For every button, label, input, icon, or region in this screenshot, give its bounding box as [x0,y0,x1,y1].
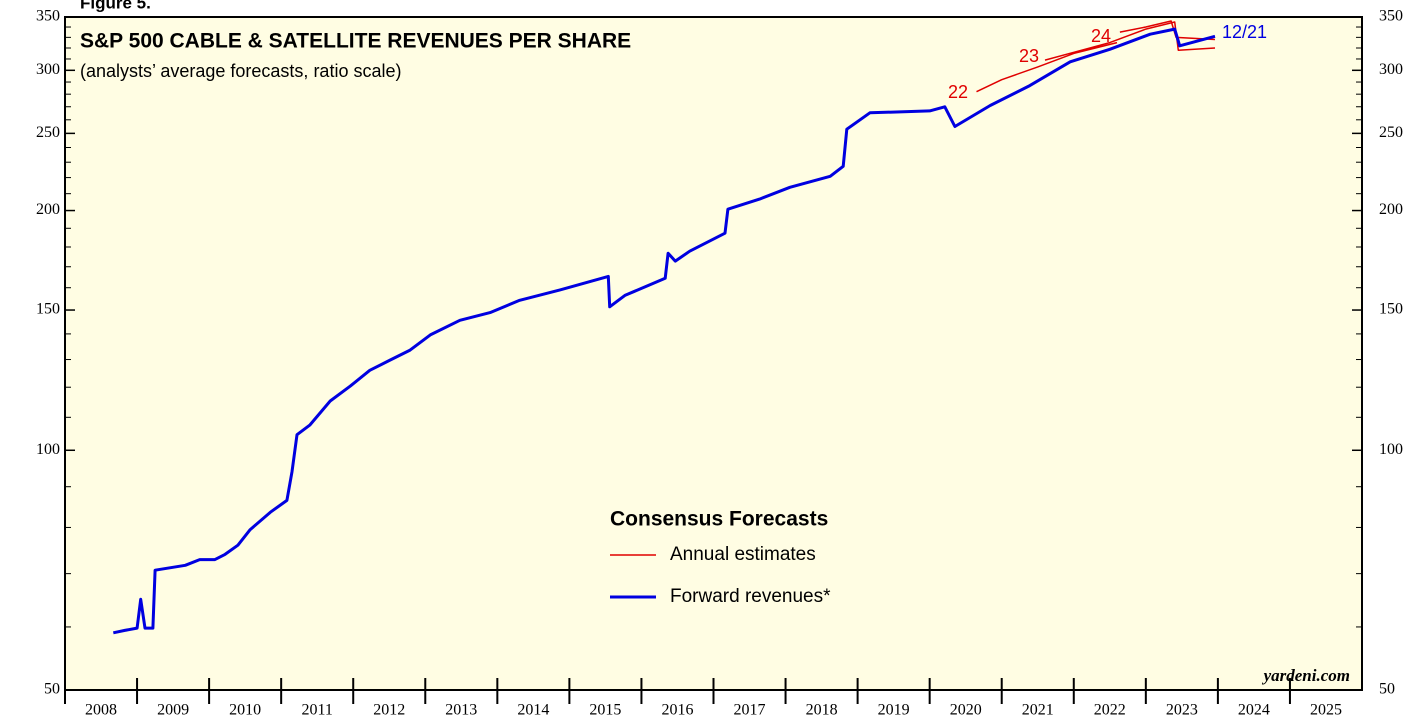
y-tick-label: 250 [36,124,60,141]
figure-label: Figure 5. [80,0,151,12]
x-tick-label: 2012 [373,702,405,719]
y2-tick-label: 300 [1379,61,1403,78]
chart-subtitle: (analysts’ average forecasts, ratio scal… [80,61,401,81]
y2-tick-label: 250 [1379,124,1403,141]
x-tick-label: 2016 [661,702,693,719]
y2-tick-label: 200 [1379,201,1403,218]
annotation: 23 [1019,46,1039,66]
annotation: 24 [1091,26,1111,46]
x-tick-label: 2010 [229,702,261,719]
series-line [976,20,1216,93]
y2-tick-label: 50 [1379,681,1395,698]
series-line [112,27,1216,635]
x-tick-label: 2018 [806,702,838,719]
legend-title: Consensus Forecasts [610,508,828,531]
y-tick-label: 300 [36,61,60,78]
chart-title: S&P 500 CABLE & SATELLITE REVENUES PER S… [80,30,631,53]
x-tick-label: 2023 [1166,702,1198,719]
x-tick-label: 2015 [589,702,621,719]
x-tick-label: 2013 [445,702,477,719]
x-tick-label: 2008 [85,702,117,719]
x-tick-label: 2020 [950,702,982,719]
legend-label: Forward revenues* [670,586,831,607]
source: yardeni.com [1262,666,1350,685]
x-tick-label: 2011 [301,702,332,719]
x-tick-label: 2014 [517,702,549,719]
y2-tick-label: 150 [1379,301,1403,318]
x-tick-label: 2025 [1310,702,1342,719]
y2-tick-label: 350 [1379,8,1403,25]
y-tick-label: 100 [36,441,60,458]
x-tick-label: 2017 [734,702,766,719]
y-tick-label: 50 [44,681,60,698]
x-tick-label: 2022 [1094,702,1126,719]
y-tick-label: 150 [36,301,60,318]
x-tick-label: 2021 [1022,702,1054,719]
x-tick-label: 2024 [1238,702,1270,719]
legend-label: Annual estimates [670,544,816,565]
x-tick-label: 2019 [878,702,910,719]
annotation: 12/21 [1222,22,1267,42]
y2-tick-label: 100 [1379,441,1403,458]
y-tick-label: 200 [36,201,60,218]
plot-area [64,16,1363,691]
annotation: 22 [948,82,968,102]
x-tick-label: 2009 [157,702,189,719]
y-tick-label: 350 [36,8,60,25]
